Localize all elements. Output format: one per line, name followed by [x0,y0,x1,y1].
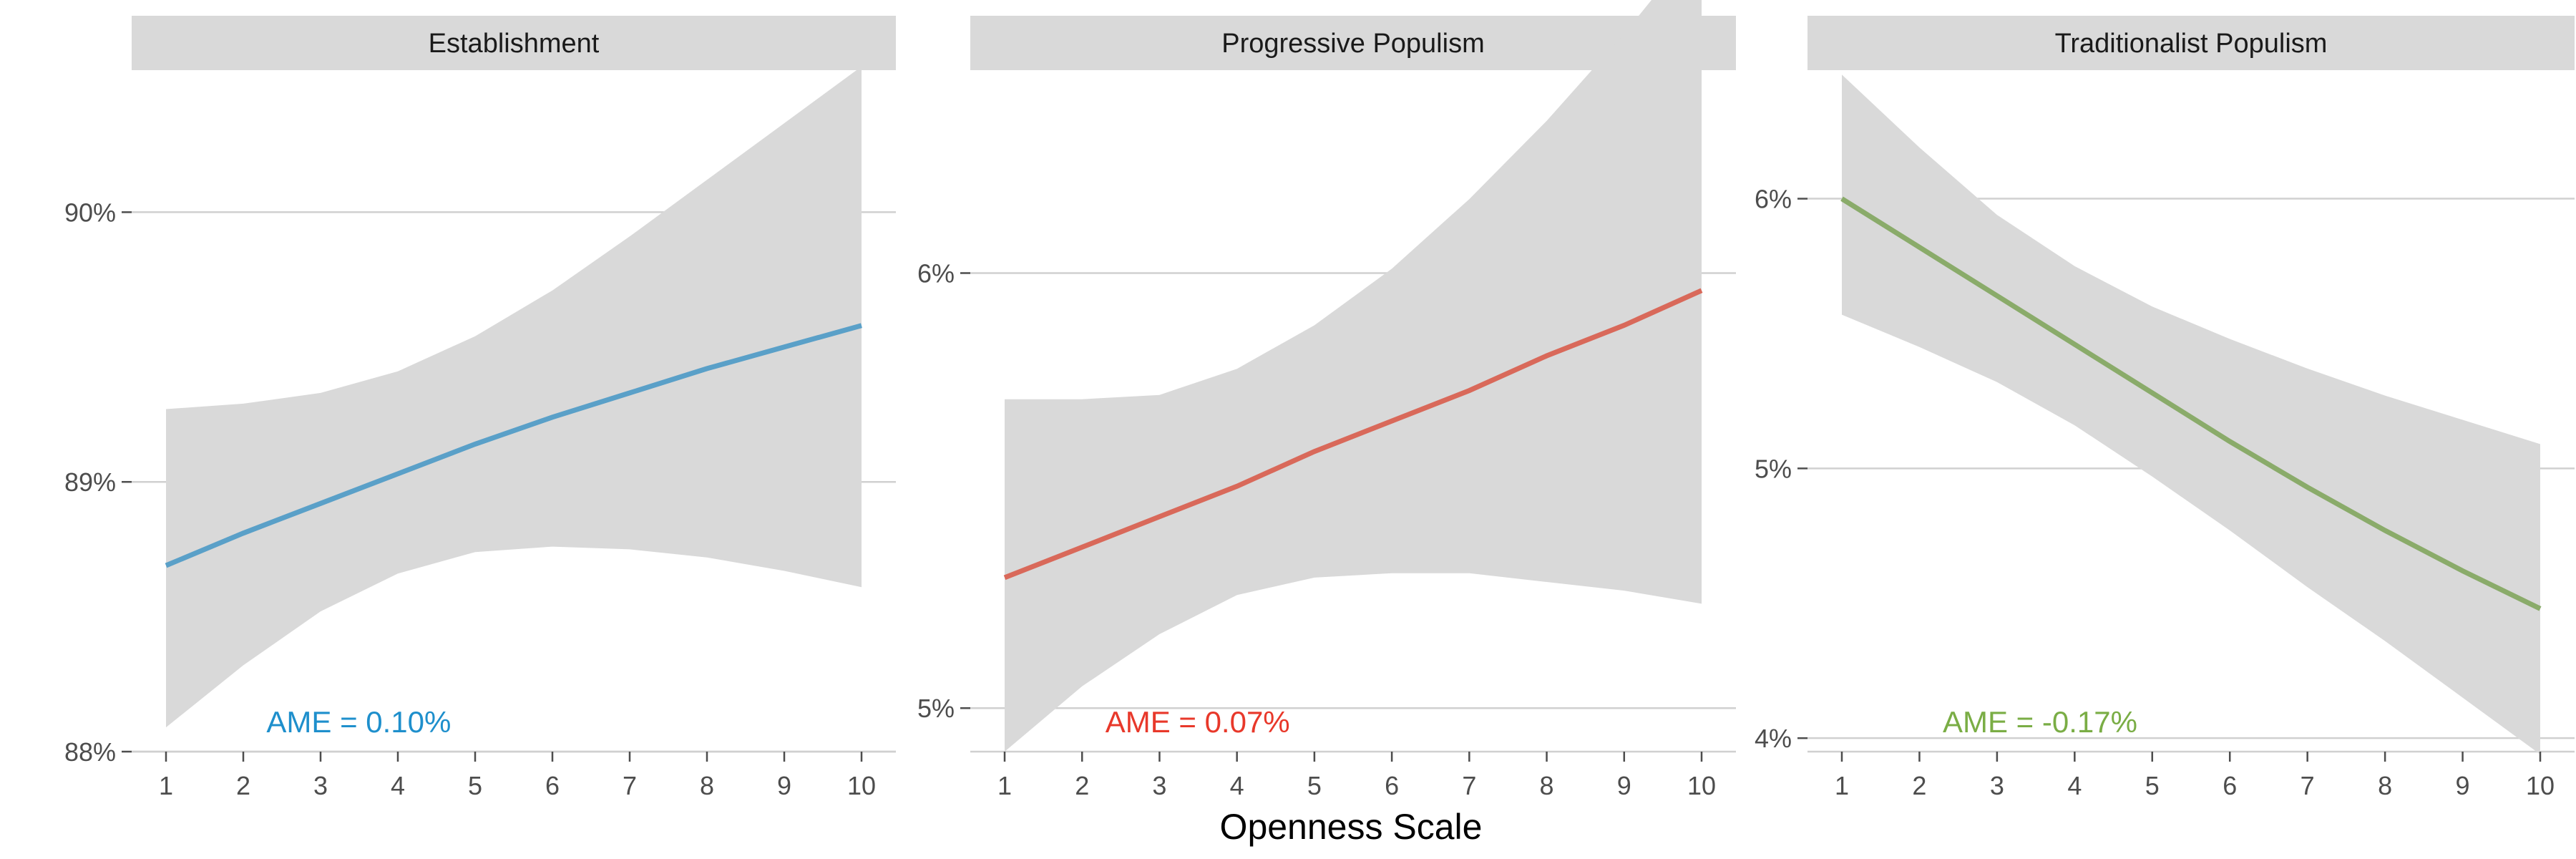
x-tick-label: 1 [1835,771,1849,800]
x-tick-label: 7 [1462,771,1476,800]
x-tick-label: 9 [2456,771,2470,800]
y-tick-label: 6% [1755,185,1792,214]
y-tick-label: 6% [917,258,955,288]
fitted-line [1840,196,2542,611]
panel-title: Establishment [429,29,600,59]
panel-strip [1807,16,2575,70]
x-tick-label: 8 [2378,771,2392,800]
x-tick-label: 7 [623,771,637,800]
x-tick-label: 2 [1912,771,1926,800]
x-tick-label: 1 [159,771,173,800]
x-tick-label: 10 [847,771,876,800]
x-tick-label: 7 [2301,771,2315,800]
x-tick-label: 10 [1687,771,1716,800]
panel-3: Traditionalist Populism 4% 5% 6% 1 2 3 4 5 6 7 8 9 10… [1755,16,2575,800]
x-tick-label: 6 [2223,771,2237,800]
panel-title: Progressive Populism [1221,29,1484,59]
x-tick-label: 8 [700,771,714,800]
x-tick-label: 9 [777,771,791,800]
chart-panels: Establishment 88% 89% 90% 1 2 3 4 5 6 7 8 9 10 AME = 0… [64,0,2575,800]
x-axis-title: Openness Scale [1220,807,1483,847]
x-tick-label: 10 [2526,771,2555,800]
x-tick-label: 3 [1990,771,2004,800]
y-tick-label: 90% [64,198,116,227]
y-tick-label: 5% [917,694,955,723]
ame-annotation: AME = -0.17% [1943,705,2137,739]
ame-annotation: AME = 0.07% [1106,705,1290,739]
x-tick-label: 8 [1540,771,1554,800]
panel-1: Establishment 88% 89% 90% 1 2 3 4 5 6 7 8 9 10 AME = 0… [64,16,896,800]
panel-strip [132,16,896,70]
panel-title: Traditionalist Populism [2055,29,2328,59]
x-tick-label: 5 [468,771,482,800]
fitted-line [1003,288,1703,581]
x-tick-label: 3 [313,771,328,800]
x-tick-label: 5 [1307,771,1322,800]
x-tick-label: 4 [1230,771,1244,800]
x-tick-label: 1 [997,771,1012,800]
x-tick-label: 4 [2067,771,2082,800]
x-tick-label: 3 [1152,771,1166,800]
confidence-band [166,66,862,728]
fitted-line [165,323,862,568]
y-tick-label: 88% [64,737,116,767]
x-tick-label: 2 [236,771,250,800]
y-tick-label: 5% [1755,454,1792,483]
ame-annotation: AME = 0.10% [266,705,451,739]
x-tick-label: 5 [2145,771,2160,800]
x-tick-label: 6 [545,771,560,800]
confidence-band [1005,0,1702,752]
y-tick-label: 4% [1755,724,1792,753]
panel-2: Progressive Populism 5% 6% 1 2 3 4 5 6 7 8 9 10 AME =… [917,0,1736,800]
x-tick-label: 4 [391,771,405,800]
x-tick-label: 2 [1075,771,1089,800]
y-tick-label: 89% [64,467,116,497]
x-tick-label: 9 [1617,771,1631,800]
x-tick-label: 6 [1385,771,1399,800]
